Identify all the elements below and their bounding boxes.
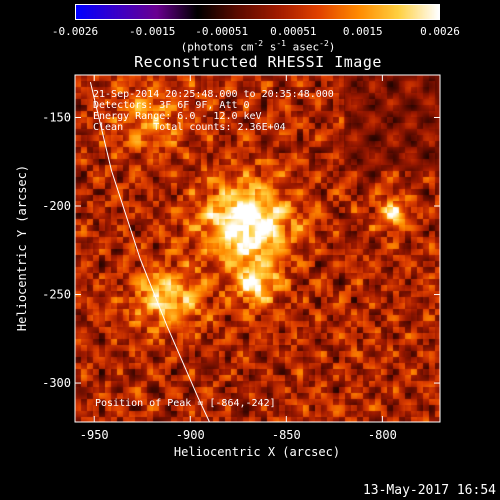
annotation-energy-range: Energy Range: 6.0 - 12.0 keV (93, 111, 262, 122)
y-tick-label: -200 (42, 199, 71, 213)
x-tick-label: -950 (80, 428, 109, 442)
x-tick-label: -800 (368, 428, 397, 442)
y-axis-title: Heliocentric Y (arcsec) (15, 165, 29, 331)
colorbar-tick-label: -0.0015 (129, 25, 176, 38)
heatmap-image-holder (75, 75, 440, 422)
colorbar-tick-label: 0.0026 (420, 25, 460, 38)
annotation-peak-position: Position of Peak = [-864,-242] (95, 398, 276, 409)
colorbar-tick-label: -0.0026 (51, 25, 99, 38)
colorbar-units: (photons cm-2 s-1 asec-2) (180, 39, 336, 54)
annotation-clean-counts: Clean Total counts: 2.36E+04 (93, 122, 286, 133)
x-axis-title: Heliocentric X (arcsec) (174, 445, 340, 459)
annotation-time-range: 21-Sep-2014 20:25:48.000 to 20:35:48.000 (93, 89, 334, 100)
x-tick-label: -850 (272, 428, 301, 442)
heatmap-image (75, 75, 440, 422)
y-tick-label: -300 (42, 376, 71, 390)
colorbar-tick-label: 0.00051 (270, 25, 317, 38)
limb-line (89, 81, 210, 423)
y-tick-label: -250 (42, 288, 71, 302)
colorbar-tick-label: -0.00051 (195, 25, 249, 38)
y-axis-ticks: -150 -200 -250 -300 (42, 110, 440, 390)
colorbar-tick-label: 0.0015 (342, 25, 383, 38)
y-tick-label: -150 (42, 110, 71, 124)
chart-title: Reconstructed RHESSI Image (134, 53, 382, 71)
plot-frame (74, 74, 441, 423)
footer-date: 13-May-2017 16:54 (362, 483, 496, 498)
colorbar (75, 4, 440, 20)
annotation-detectors: Detectors: 3F 6F 9F, Att 0 (93, 100, 250, 111)
x-axis-ticks: -950 -900 -850 -800 (80, 75, 397, 442)
x-tick-label: -900 (176, 428, 205, 442)
